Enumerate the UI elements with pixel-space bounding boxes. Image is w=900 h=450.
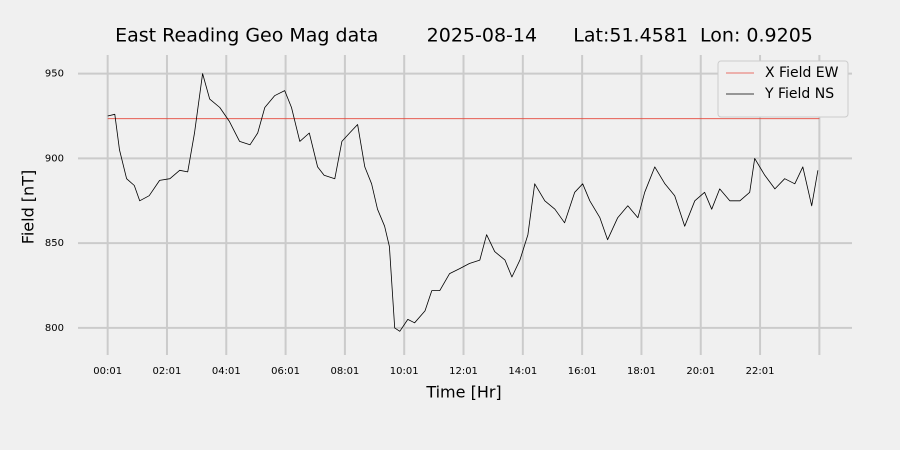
legend-label: X Field EW — [765, 65, 839, 81]
x-axis-label: Time [Hr] — [425, 383, 501, 402]
x-tick-label: 20:01 — [686, 366, 715, 377]
legend-label: Y Field NS — [764, 86, 834, 102]
legend-box — [717, 60, 849, 118]
x-tick-label: 02:01 — [153, 366, 182, 377]
y-tick-label: 800 — [45, 323, 64, 334]
legend: X Field EW Y Field NS — [717, 60, 849, 118]
y-tick-label: 850 — [45, 238, 64, 249]
x-tick-label: 08:01 — [330, 366, 359, 377]
x-tick-label: 22:01 — [746, 366, 775, 377]
x-tick-label: 12:01 — [449, 366, 478, 377]
data-line — [107, 73, 819, 332]
x-tick-label: 14:01 — [508, 366, 537, 377]
x-tick-label: 16:01 — [568, 366, 597, 377]
x-tick-label: 04:01 — [212, 366, 241, 377]
plot-area — [107, 73, 820, 332]
y-tick-label: 900 — [45, 153, 64, 164]
x-tick-label: 18:01 — [627, 366, 656, 377]
x-tick-label: 00:01 — [93, 366, 122, 377]
x-tick-label: 06:01 — [271, 366, 300, 377]
chart-title: East Reading Geo Mag data 2025-08-14 Lat… — [115, 25, 813, 47]
x-tick-label: 10:01 — [390, 366, 419, 377]
y-axis-label: Field [nT] — [19, 170, 38, 244]
y-tick-label: 950 — [45, 69, 64, 80]
